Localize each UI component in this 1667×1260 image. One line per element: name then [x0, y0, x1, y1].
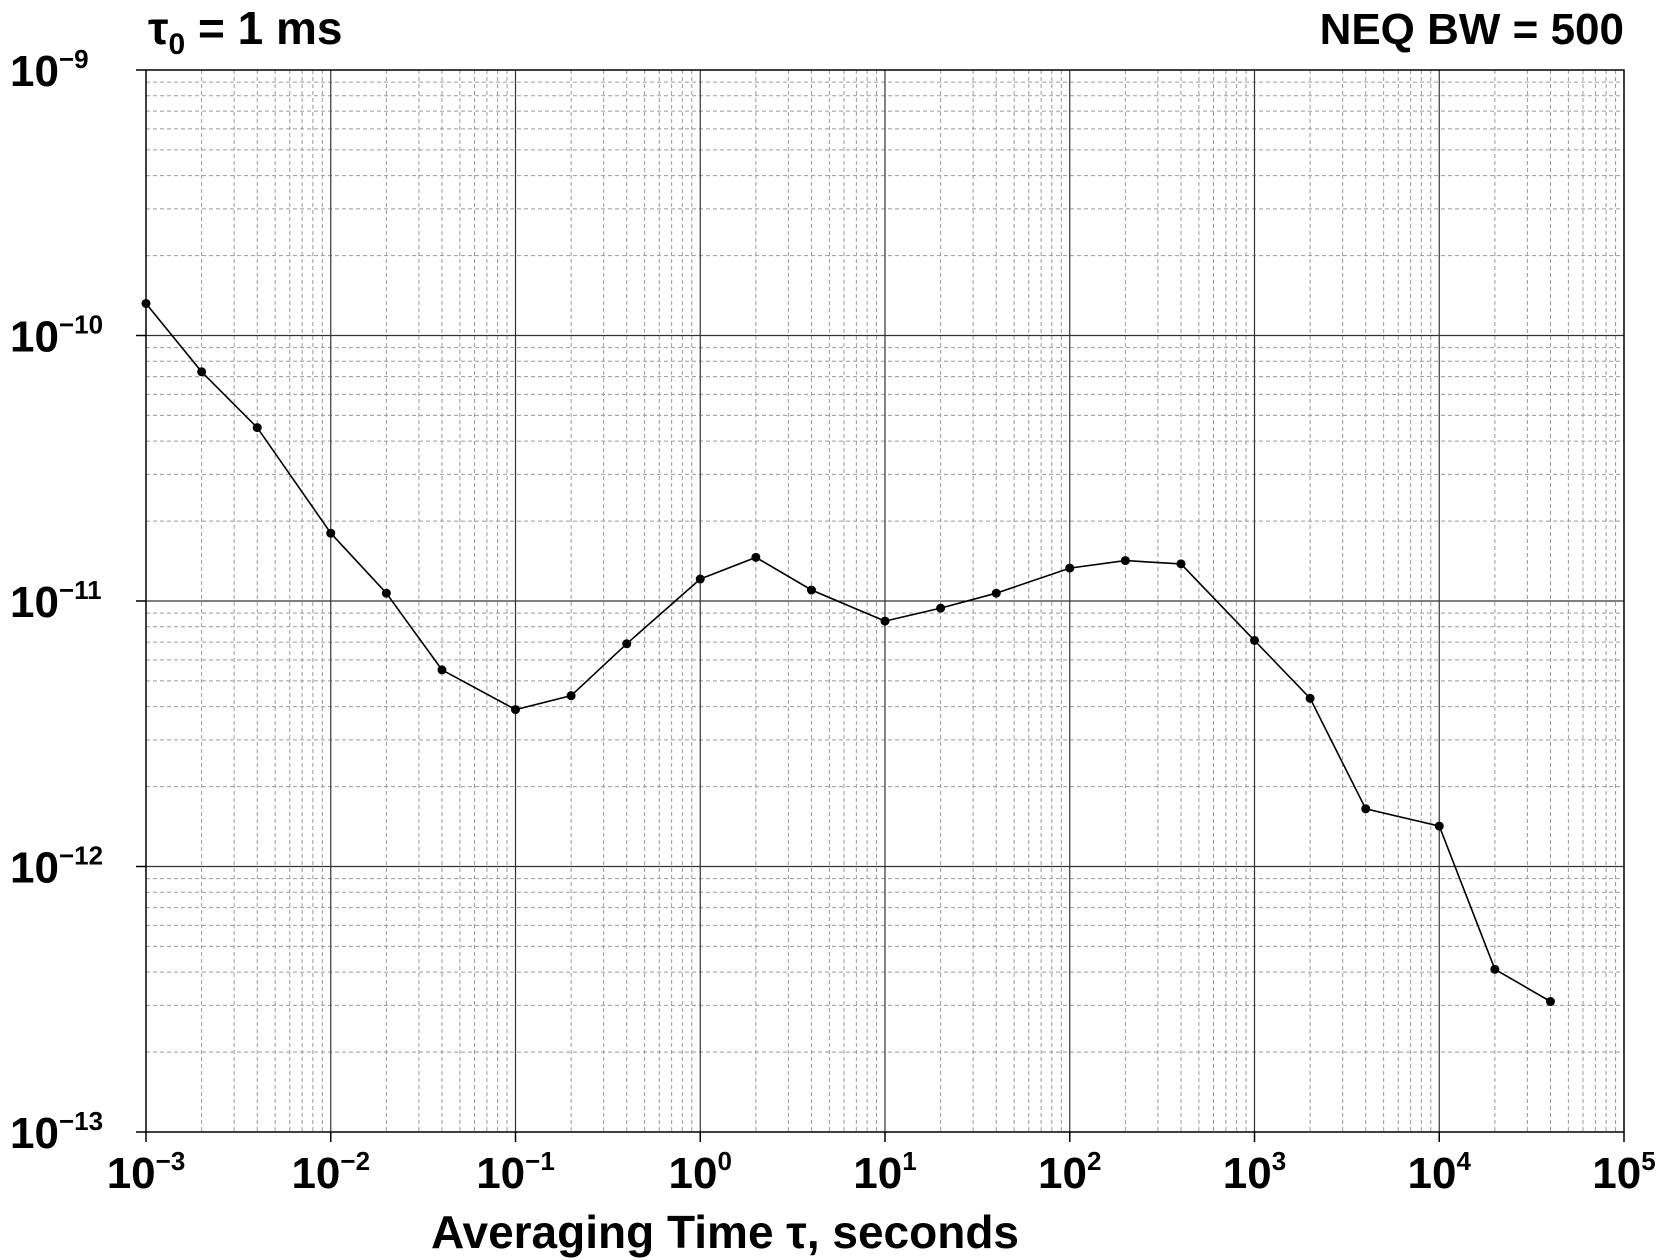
data-point [1065, 563, 1075, 573]
data-series [141, 298, 1555, 1007]
data-point [1176, 559, 1186, 569]
x-tick-label: 105 [1592, 1146, 1655, 1198]
y-tick-label: 10−12 [10, 841, 103, 893]
data-point [991, 588, 1001, 598]
data-point [1250, 635, 1259, 645]
x-tick-label: 103 [1223, 1146, 1286, 1198]
x-tick-label: 102 [1038, 1146, 1101, 1198]
data-point [381, 588, 391, 598]
x-tick-label: 10−2 [291, 1146, 370, 1198]
data-point [197, 367, 207, 377]
data-point [141, 298, 151, 308]
data-point [751, 552, 761, 562]
y-tick-label: 10−11 [10, 575, 102, 627]
data-point [1305, 693, 1315, 703]
data-point [806, 585, 816, 595]
data-point [1434, 821, 1444, 831]
x-tick-label: 10−1 [476, 1146, 555, 1198]
data-point [880, 616, 890, 626]
y-tick-label: 10−13 [10, 1106, 103, 1158]
x-axis-label: Averaging Time τ, seconds [431, 1206, 1019, 1258]
data-point [1361, 804, 1371, 814]
x-tick-label: 104 [1408, 1146, 1472, 1198]
data-point [326, 528, 336, 538]
data-point [936, 603, 946, 613]
series-line [145, 302, 1551, 1003]
data-point [1120, 556, 1130, 566]
data-point [695, 574, 705, 584]
x-tick-label: 101 [853, 1146, 916, 1198]
y-tick-labels: 10−9 10−10 10−11 10−12 10−13 [10, 44, 146, 1158]
data-point [252, 423, 262, 433]
x-tick-label: 10−3 [107, 1146, 186, 1198]
minor-grid [146, 70, 1624, 1132]
x-tick-label: 100 [669, 1146, 732, 1198]
data-point [437, 665, 447, 675]
data-point [1545, 997, 1555, 1007]
chart-title-left: τ0 = 1 ms [148, 2, 343, 61]
data-point [1490, 964, 1500, 974]
y-tick-label: 10−10 [10, 310, 103, 362]
data-point [566, 691, 576, 701]
chart-title-right: NEQ BW = 500 [1320, 5, 1624, 54]
data-point [622, 639, 632, 649]
major-grid [146, 70, 1624, 1132]
x-tick-labels: 10−3 10−2 10−1 100 101 102 103 104 105 [107, 1132, 1656, 1198]
y-tick-label: 10−9 [10, 44, 89, 96]
data-point [511, 705, 520, 715]
